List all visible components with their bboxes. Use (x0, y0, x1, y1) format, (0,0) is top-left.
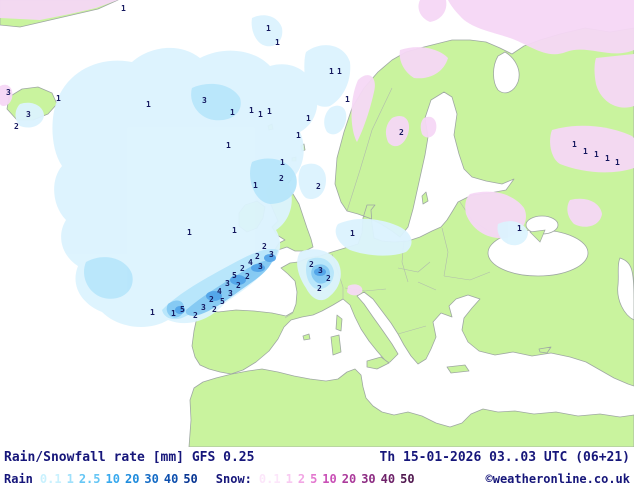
scale-value: 10 (105, 471, 120, 486)
rain-medium-layer (84, 83, 334, 320)
scale-value: 20 (124, 471, 140, 486)
scale-value: 50 (400, 471, 415, 486)
scale-value: 0.1 (39, 471, 62, 486)
scale-value: 5 (310, 471, 318, 486)
scale-value: 1 (285, 471, 293, 486)
map-datetime: Th 15-01-2026 03..03 UTC (06+21) (379, 450, 630, 465)
snow-layer (0, 0, 634, 296)
copyright: ©weatheronline.co.uk (485, 471, 631, 486)
scale-value: 1 (66, 471, 74, 486)
scale-value: 10 (322, 471, 337, 486)
rain-scale: 0.1 1 2.5 10 20 30 40 50 (40, 472, 198, 486)
footer-legend-row: Rain 0.1 1 2.5 10 20 30 40 50 Snow: 0.1 1 2 5 10 20 3… (0, 468, 634, 489)
rain-intense-layer (175, 254, 326, 314)
scale-value: 40 (163, 471, 179, 486)
europe-precipitation-map (0, 0, 634, 447)
scale-value: 30 (361, 471, 376, 486)
legend-footer: Rain/Snowfall rate [mm] GFS 0.25 Th 15-0… (0, 447, 634, 490)
snow-legend-label: Snow: (215, 471, 252, 486)
scale-value: 30 (144, 471, 159, 486)
scale-value: 50 (183, 471, 198, 486)
snow-scale: 0.1 1 2 5 10 20 30 40 50 (259, 472, 415, 486)
crimea-land (529, 229, 546, 243)
footer-title-row: Rain/Snowfall rate [mm] GFS 0.25 Th 15-0… (0, 447, 634, 468)
scale-value: 20 (341, 471, 357, 486)
scale-value: 2 (297, 471, 306, 486)
scale-value: 0.1 (258, 471, 281, 486)
rain-legend-label: Rain (4, 471, 33, 486)
scale-value: 40 (380, 471, 396, 486)
map-title: Rain/Snowfall rate [mm] GFS 0.25 (4, 450, 255, 465)
scale-value: 2.5 (78, 471, 101, 486)
